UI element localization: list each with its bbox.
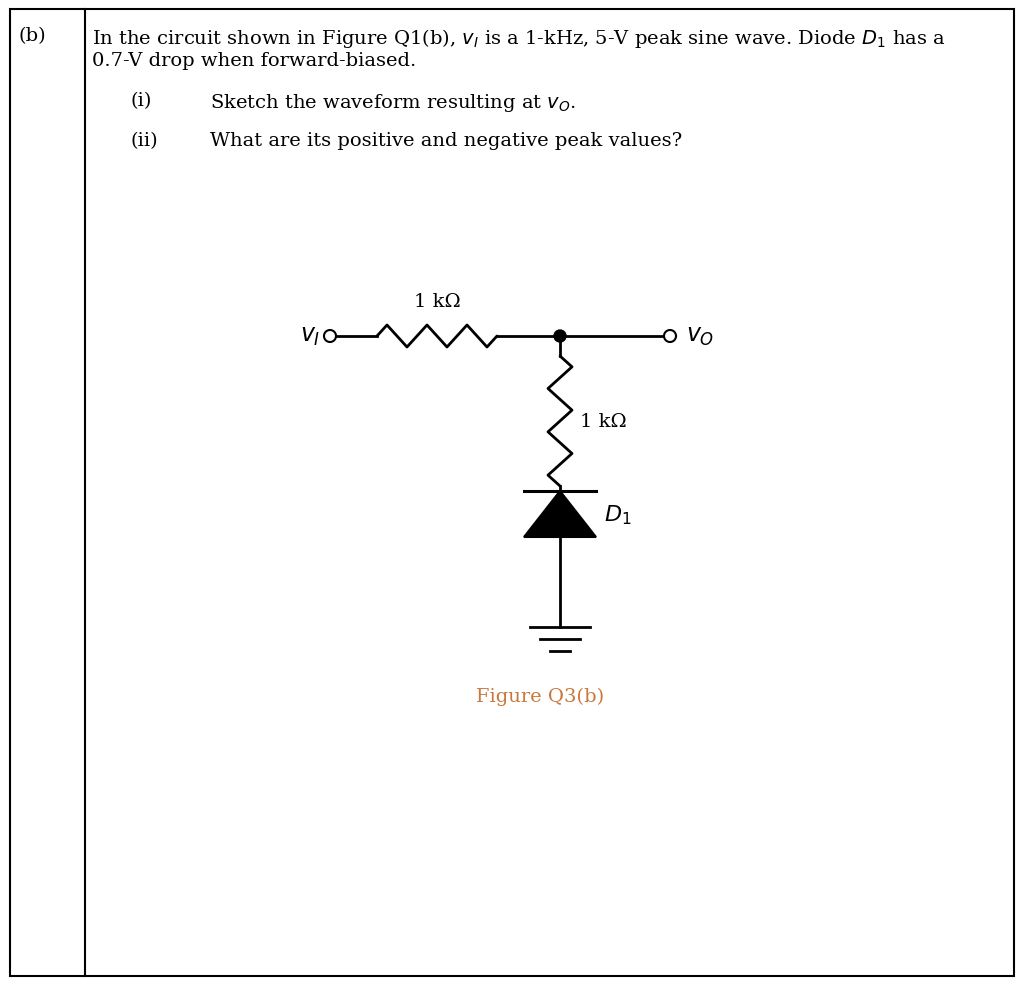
Text: Sketch the waveform resulting at $v_O$.: Sketch the waveform resulting at $v_O$. xyxy=(210,92,577,114)
Text: What are its positive and negative peak values?: What are its positive and negative peak … xyxy=(210,132,682,150)
Text: (b): (b) xyxy=(18,27,46,45)
Text: In the circuit shown in Figure Q1(b), $v_I$ is a 1-kHz, 5-V peak sine wave. Diod: In the circuit shown in Figure Q1(b), $v… xyxy=(92,27,945,50)
Text: (ii): (ii) xyxy=(130,132,158,150)
Text: $v_I$: $v_I$ xyxy=(300,325,321,348)
Polygon shape xyxy=(524,491,596,537)
Text: 1 kΩ: 1 kΩ xyxy=(580,412,627,431)
Text: (i): (i) xyxy=(130,92,152,109)
Text: $v_O$: $v_O$ xyxy=(686,325,715,348)
Text: Figure Q3(b): Figure Q3(b) xyxy=(476,687,604,706)
Text: $D_1$: $D_1$ xyxy=(604,503,632,527)
Text: 0.7-V drop when forward-biased.: 0.7-V drop when forward-biased. xyxy=(92,52,416,70)
Circle shape xyxy=(554,330,566,343)
Text: 1 kΩ: 1 kΩ xyxy=(414,293,461,311)
